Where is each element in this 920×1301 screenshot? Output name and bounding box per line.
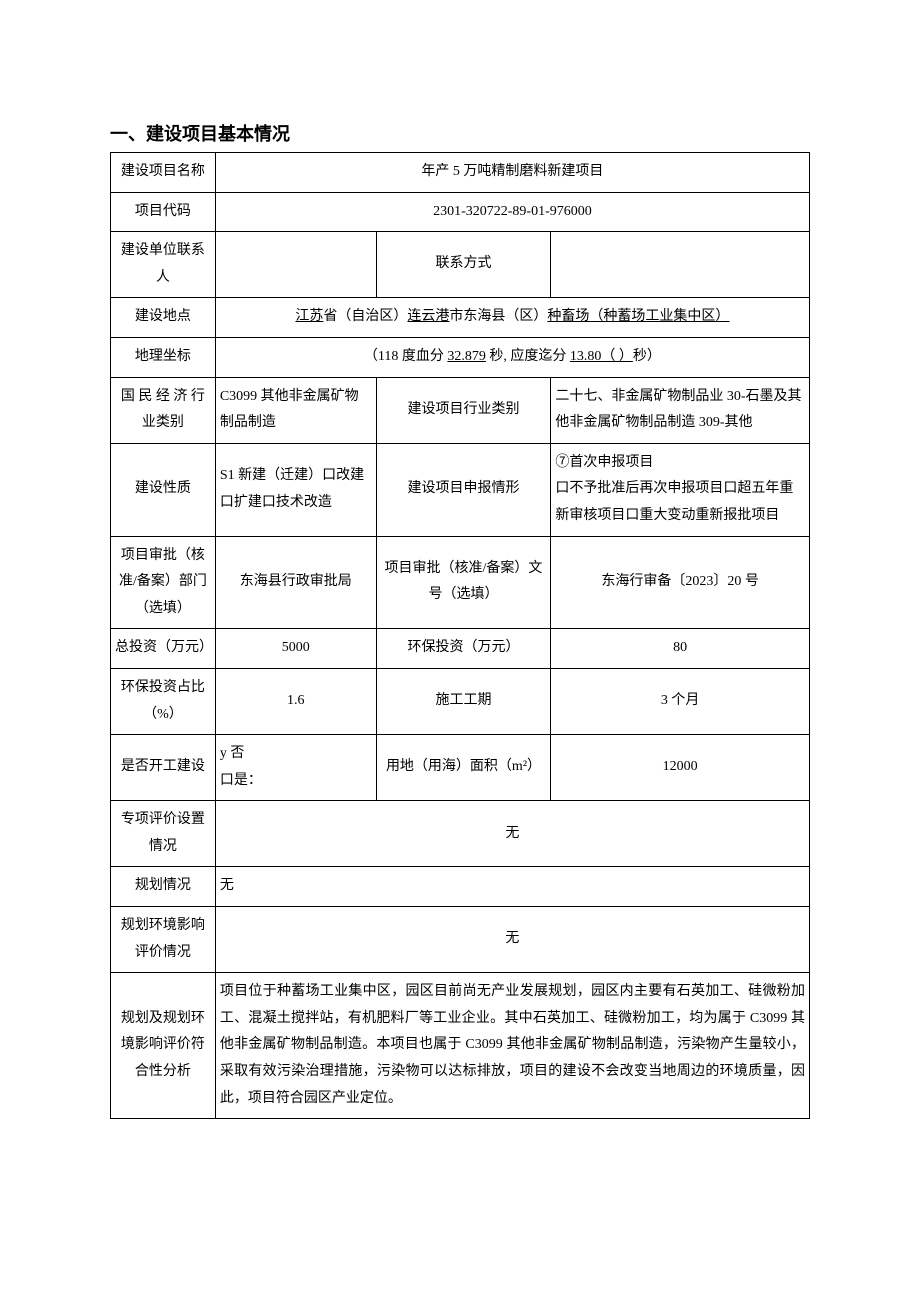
table-row: 国 民 经 济 行业类别 C3099 其他非金属矿物制品制造 建设项目行业类别 … bbox=[111, 377, 810, 443]
row-label: 环保投资占比（%） bbox=[111, 668, 216, 734]
row-value: 无 bbox=[215, 801, 809, 867]
table-row: 地理坐标 （118 度血分 32.879 秒, 应度迄分 13.80（ ）秒） bbox=[111, 337, 810, 377]
row-label: 国 民 经 济 行业类别 bbox=[111, 377, 216, 443]
table-row: 环保投资占比（%） 1.6 施工工期 3 个月 bbox=[111, 668, 810, 734]
row-right-value: 12000 bbox=[551, 735, 810, 801]
row-right-value: 东海行审备〔2023〕20 号 bbox=[551, 536, 810, 629]
row-value: 2301-320722-89-01-976000 bbox=[215, 192, 809, 232]
row-label: 规划环境影响评价情况 bbox=[111, 907, 216, 973]
row-label: 建设项目名称 bbox=[111, 153, 216, 193]
row-mid-label: 建设项目行业类别 bbox=[376, 377, 551, 443]
row-label: 建设地点 bbox=[111, 298, 216, 338]
row-value: （118 度血分 32.879 秒, 应度迄分 13.80（ ）秒） bbox=[215, 337, 809, 377]
row-label: 地理坐标 bbox=[111, 337, 216, 377]
row-label: 规划情况 bbox=[111, 867, 216, 907]
row-value: 1.6 bbox=[215, 668, 376, 734]
location-city: 连云港 bbox=[407, 309, 449, 324]
row-right-value: 3 个月 bbox=[551, 668, 810, 734]
row-value: 无 bbox=[215, 907, 809, 973]
table-row: 项目代码 2301-320722-89-01-976000 bbox=[111, 192, 810, 232]
section-heading: 一、建设项目基本情况 bbox=[110, 120, 810, 146]
location-area: 种畜场（种蓄场工业集中区） bbox=[547, 309, 729, 324]
row-value: 东海县行政审批局 bbox=[215, 536, 376, 629]
row-right-value: 二十七、非金属矿物制品业 30-石墨及其他非金属矿物制品制造 309-其他 bbox=[551, 377, 810, 443]
row-mid-label: 施工工期 bbox=[376, 668, 551, 734]
row-mid-label: 用地（用海）面积（m²） bbox=[376, 735, 551, 801]
row-right-value bbox=[551, 232, 810, 298]
project-info-table: 建设项目名称 年产 5 万吨精制磨料新建项目 项目代码 2301-320722-… bbox=[110, 152, 810, 1119]
text: 省（自治区） bbox=[323, 309, 407, 324]
text: 秒, 应度迄分 bbox=[486, 349, 570, 364]
row-value bbox=[215, 232, 376, 298]
document-page: 一、建设项目基本情况 建设项目名称 年产 5 万吨精制磨料新建项目 项目代码 2… bbox=[0, 0, 920, 1301]
text: 秒） bbox=[633, 349, 661, 364]
row-value: 年产 5 万吨精制磨料新建项目 bbox=[215, 153, 809, 193]
table-row: 规划及规划环境影响评价符合性分析 项目位于种蓄场工业集中区，园区目前尚无产业发展… bbox=[111, 973, 810, 1119]
row-mid-label: 环保投资（万元） bbox=[376, 629, 551, 669]
row-mid-label: 联系方式 bbox=[376, 232, 551, 298]
table-row: 建设单位联系人 联系方式 bbox=[111, 232, 810, 298]
row-value: 江苏省（自治区）连云港市东海县（区）种畜场（种蓄场工业集中区） bbox=[215, 298, 809, 338]
row-value: y 否 口是： bbox=[215, 735, 376, 801]
table-row: 建设性质 S1 新建（迁建）口改建口扩建口技术改造 建设项目申报情形 ⑦首次申报… bbox=[111, 443, 810, 536]
row-label: 建设性质 bbox=[111, 443, 216, 536]
text: （118 度血分 bbox=[364, 349, 447, 364]
row-label: 项目代码 bbox=[111, 192, 216, 232]
row-value: 无 bbox=[215, 867, 809, 907]
coord-lat-sec: 13.80（ ） bbox=[570, 349, 633, 364]
table-row: 是否开工建设 y 否 口是： 用地（用海）面积（m²） 12000 bbox=[111, 735, 810, 801]
row-right-value: 80 bbox=[551, 629, 810, 669]
row-label: 是否开工建设 bbox=[111, 735, 216, 801]
table-row: 规划环境影响评价情况 无 bbox=[111, 907, 810, 973]
row-label: 建设单位联系人 bbox=[111, 232, 216, 298]
table-row: 专项评价设置情况 无 bbox=[111, 801, 810, 867]
row-mid-label: 建设项目申报情形 bbox=[376, 443, 551, 536]
row-value: 5000 bbox=[215, 629, 376, 669]
row-value: 项目位于种蓄场工业集中区，园区目前尚无产业发展规划，园区内主要有石英加工、硅微粉… bbox=[215, 973, 809, 1119]
location-province: 江苏 bbox=[295, 309, 323, 324]
coord-lon-sec: 32.879 bbox=[447, 349, 486, 364]
row-label: 总投资（万元） bbox=[111, 629, 216, 669]
row-label: 项目审批（核准/备案）部门（选填） bbox=[111, 536, 216, 629]
text: 市东海县（区） bbox=[449, 309, 547, 324]
table-row: 项目审批（核准/备案）部门（选填） 东海县行政审批局 项目审批（核准/备案）文号… bbox=[111, 536, 810, 629]
row-right-value: ⑦首次申报项目 口不予批准后再次申报项目口超五年重新审核项目口重大变动重新报批项… bbox=[551, 443, 810, 536]
row-label: 规划及规划环境影响评价符合性分析 bbox=[111, 973, 216, 1119]
row-value: S1 新建（迁建）口改建口扩建口技术改造 bbox=[215, 443, 376, 536]
row-label: 专项评价设置情况 bbox=[111, 801, 216, 867]
table-row: 建设项目名称 年产 5 万吨精制磨料新建项目 bbox=[111, 153, 810, 193]
row-mid-label: 项目审批（核准/备案）文号（选填） bbox=[376, 536, 551, 629]
table-row: 总投资（万元） 5000 环保投资（万元） 80 bbox=[111, 629, 810, 669]
row-value: C3099 其他非金属矿物制品制造 bbox=[215, 377, 376, 443]
table-row: 建设地点 江苏省（自治区）连云港市东海县（区）种畜场（种蓄场工业集中区） bbox=[111, 298, 810, 338]
table-row: 规划情况 无 bbox=[111, 867, 810, 907]
